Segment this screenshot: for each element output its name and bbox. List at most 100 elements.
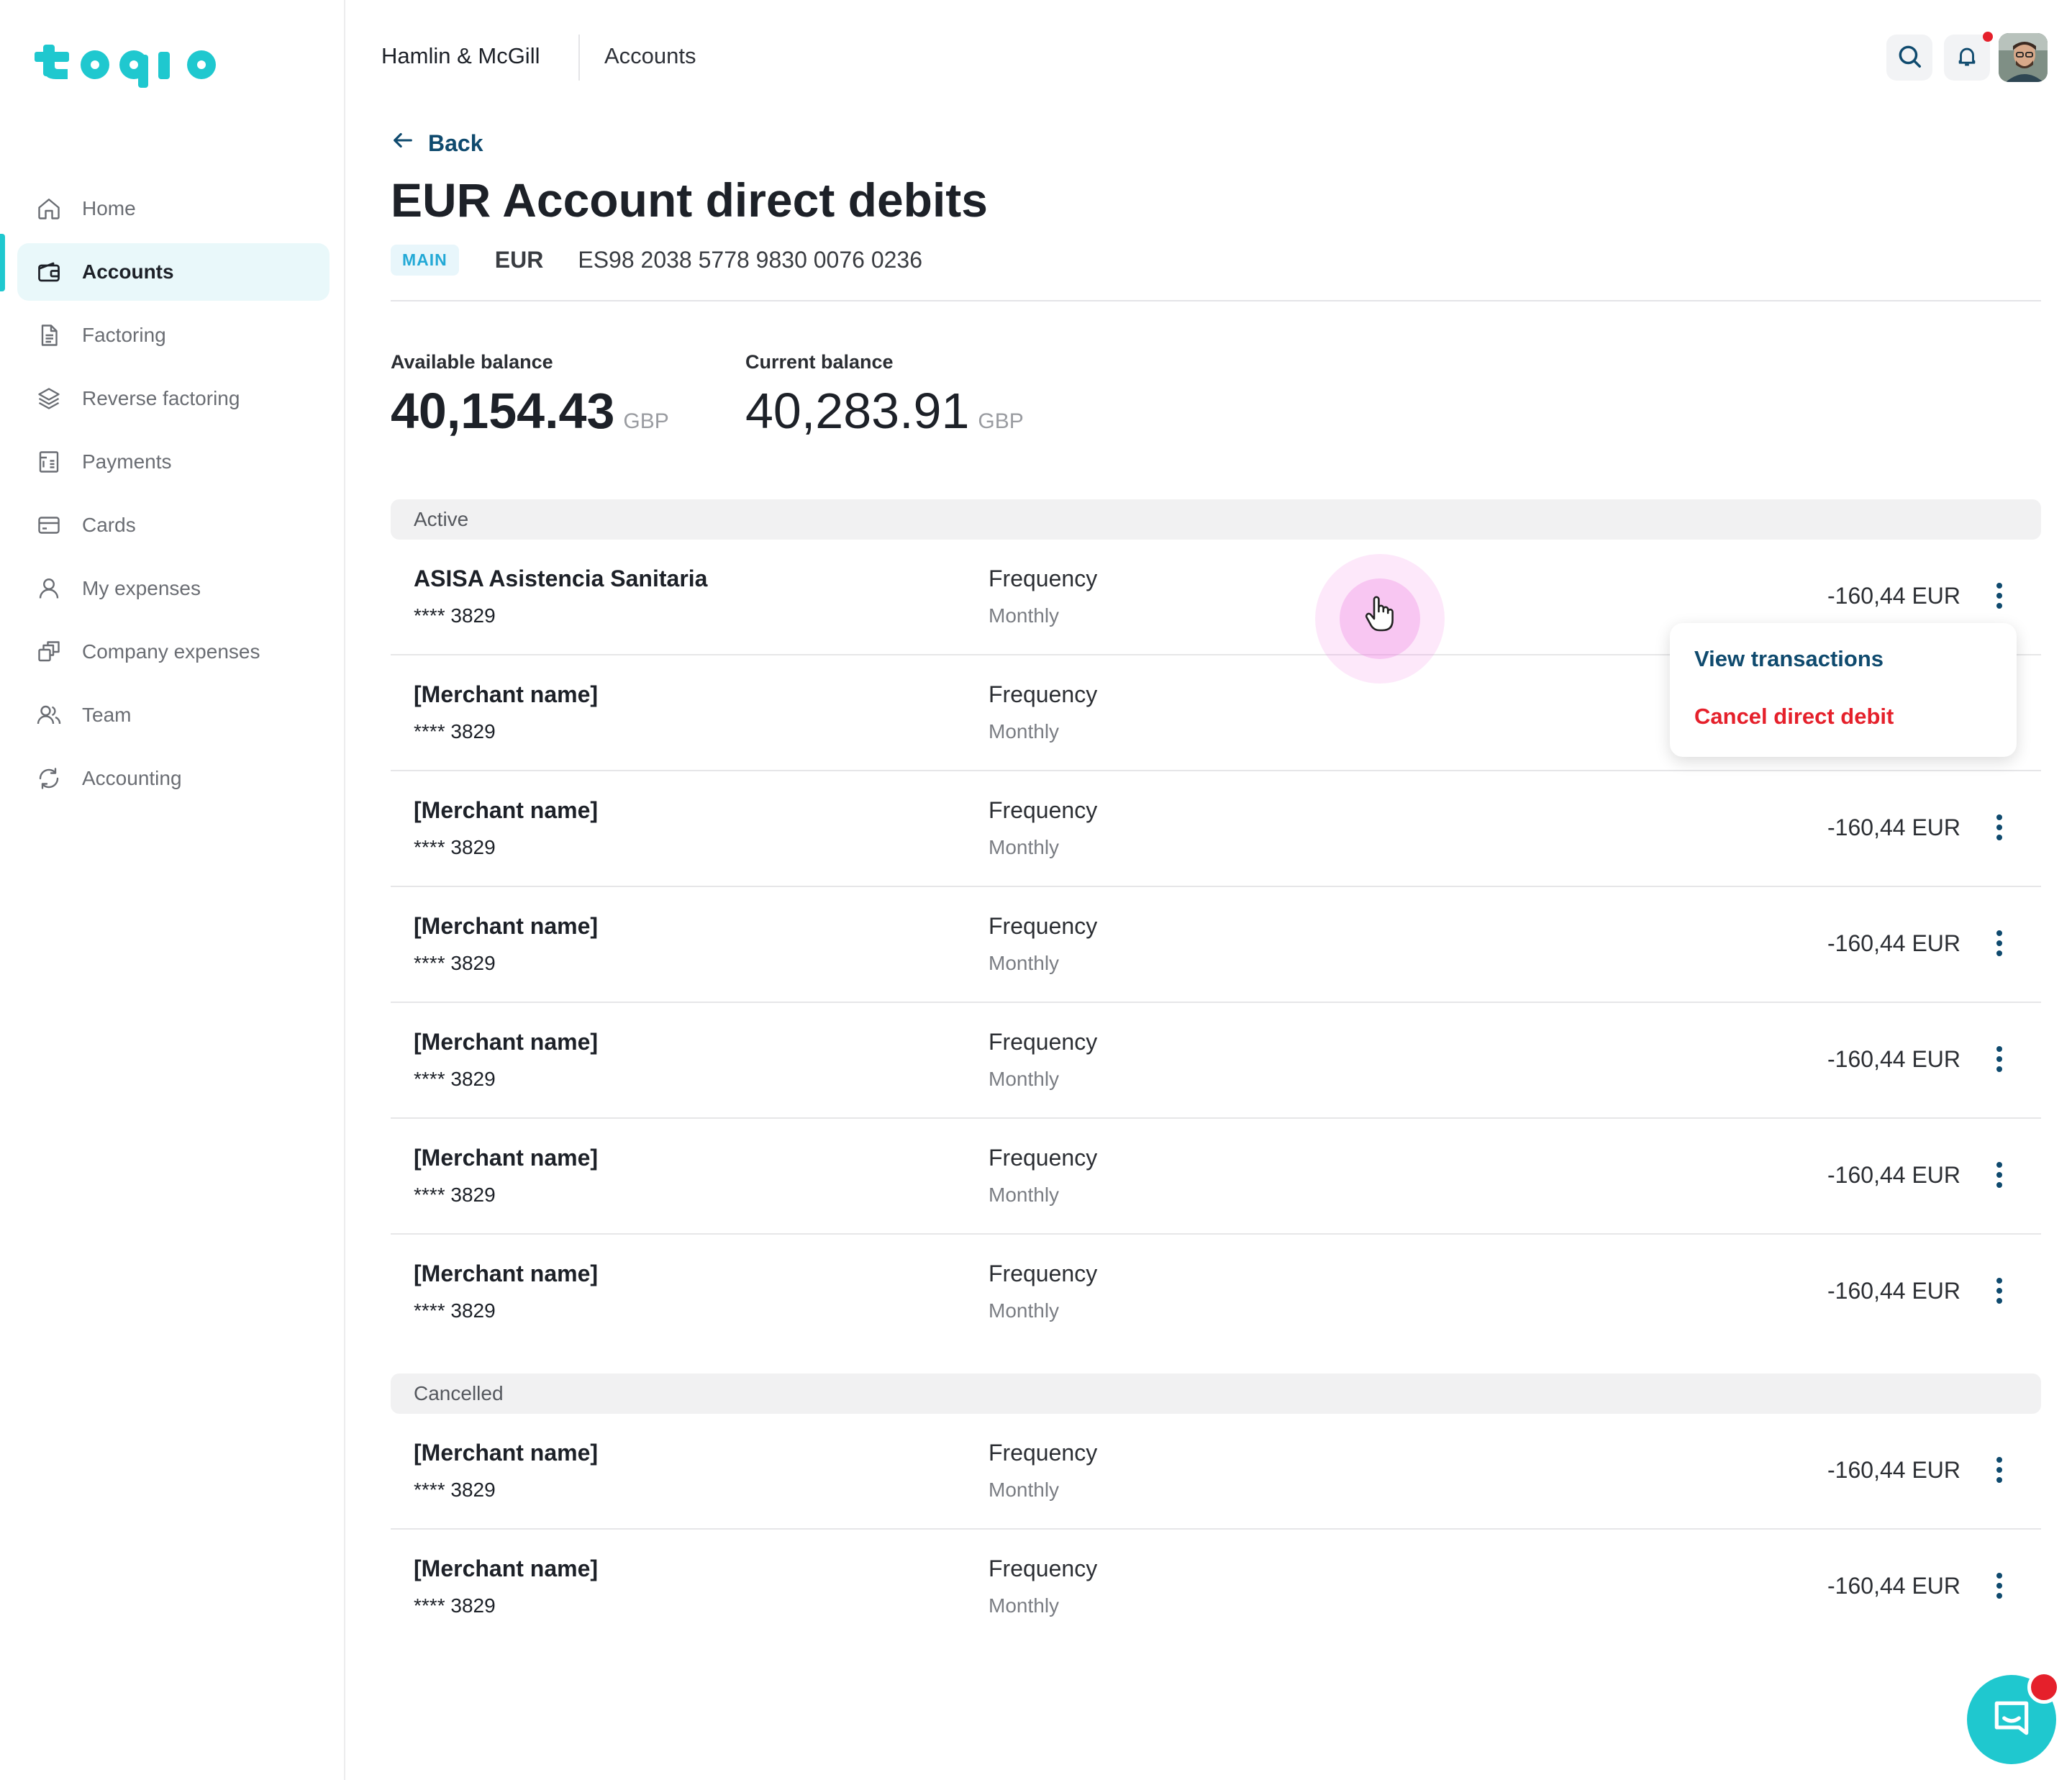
hand-pointer-icon <box>1363 596 1397 637</box>
sidebar-item-label: My expenses <box>82 577 201 599</box>
back-label: Back <box>428 130 483 156</box>
more-options-button[interactable] <box>1985 1566 2014 1609</box>
account-iban: ES98 2038 5778 9830 0076 0236 <box>578 246 923 273</box>
chat-icon <box>1989 1696 2034 1744</box>
more-options-button[interactable] <box>1985 1155 2014 1198</box>
available-balance-currency: GBP <box>623 409 669 433</box>
frequency-value: Monthly <box>989 952 1060 974</box>
direct-debit-row[interactable]: [Merchant name] **** 3829 Frequency Mont… <box>391 1414 2041 1530</box>
header-section-title: Accounts <box>604 43 696 68</box>
team-icon <box>35 701 63 730</box>
sidebar-item-label: Reverse factoring <box>82 387 240 409</box>
sidebar-item-company-expenses[interactable]: Company expenses <box>17 623 330 681</box>
merchant-account: **** 3829 <box>414 1068 496 1090</box>
sidebar-item-label: Company expenses <box>82 640 260 663</box>
account-currency: EUR <box>494 246 544 273</box>
frequency-value: Monthly <box>989 836 1060 858</box>
header-divider <box>578 35 580 81</box>
merchant-name: ASISA Asistencia Sanitaria <box>414 566 708 591</box>
merchant-name: [Merchant name] <box>414 1556 599 1581</box>
kebab-menu-icon <box>1995 1571 2004 1604</box>
sidebar-item-accounts[interactable]: Accounts <box>17 243 330 301</box>
merchant-name: [Merchant name] <box>414 797 599 823</box>
view-transactions-menu-item[interactable]: View transactions <box>1694 646 1884 671</box>
company-name[interactable]: Hamlin & McGill <box>381 43 540 68</box>
sidebar-item-home[interactable]: Home <box>17 180 330 237</box>
debit-amount: -160,44 EUR <box>1827 930 1960 956</box>
sidebar-item-reverse-factoring[interactable]: Reverse factoring <box>17 370 330 427</box>
merchant-account: **** 3829 <box>414 720 496 743</box>
top-header: Hamlin & McGill Accounts <box>347 0 2072 115</box>
direct-debit-row[interactable]: [Merchant name] **** 3829 Frequency Mont… <box>391 1119 2041 1235</box>
direct-debit-row[interactable]: [Merchant name] **** 3829 Frequency Mont… <box>391 1530 2041 1645</box>
sync-icon <box>35 764 63 793</box>
debit-amount: -160,44 EUR <box>1827 1573 1960 1599</box>
back-link[interactable]: Back <box>391 128 483 158</box>
header-separator <box>391 300 2041 301</box>
cancel-direct-debit-menu-item[interactable]: Cancel direct debit <box>1694 704 1894 729</box>
debit-amount: -160,44 EUR <box>1827 814 1960 840</box>
frequency-label: Frequency <box>989 1440 1098 1466</box>
sidebar: Home Accounts Factoring Reverse factorin… <box>0 0 345 1780</box>
row-actions-menu: View transactions Cancel direct debit <box>1670 623 2017 757</box>
frequency-label: Frequency <box>989 913 1098 939</box>
debit-amount: -160,44 EUR <box>1827 583 1960 609</box>
merchant-account: **** 3829 <box>414 1299 496 1322</box>
kebab-menu-icon <box>1995 1161 2004 1193</box>
direct-debit-row[interactable]: [Merchant name] **** 3829 Frequency Mont… <box>391 771 2041 887</box>
merchant-account: **** 3829 <box>414 1594 496 1617</box>
current-balance-value: 40,283.91 <box>745 383 970 439</box>
sidebar-item-my-expenses[interactable]: My expenses <box>17 560 330 617</box>
debit-amount: -160,44 EUR <box>1827 1162 1960 1188</box>
debit-amount: -160,44 EUR <box>1827 1278 1960 1304</box>
frequency-label: Frequency <box>989 566 1098 591</box>
avatar[interactable] <box>1999 33 2048 82</box>
section-header-cancelled: Cancelled <box>391 1373 2041 1414</box>
document-icon <box>35 321 63 350</box>
more-options-button[interactable] <box>1985 1271 2014 1314</box>
more-options-button[interactable] <box>1985 923 2014 966</box>
direct-debit-row[interactable]: [Merchant name] **** 3829 Frequency Mont… <box>391 1235 2041 1350</box>
frequency-value: Monthly <box>989 604 1060 627</box>
sidebar-nav: Home Accounts Factoring Reverse factorin… <box>17 180 330 813</box>
merchant-name: [Merchant name] <box>414 1029 599 1055</box>
merchant-name: [Merchant name] <box>414 913 599 939</box>
sidebar-item-label: Home <box>82 197 136 219</box>
kebab-menu-icon <box>1995 1276 2004 1309</box>
home-icon <box>35 194 63 223</box>
arrow-left-icon <box>391 128 428 158</box>
kebab-menu-icon <box>1995 1045 2004 1077</box>
direct-debit-row[interactable]: [Merchant name] **** 3829 Frequency Mont… <box>391 1003 2041 1119</box>
sidebar-item-factoring[interactable]: Factoring <box>17 306 330 364</box>
sidebar-item-label: Team <box>82 704 132 726</box>
notifications-button[interactable] <box>1944 32 1993 81</box>
sidebar-item-label: Accounting <box>82 767 182 789</box>
sidebar-item-team[interactable]: Team <box>17 686 330 744</box>
card-icon <box>35 511 63 540</box>
direct-debit-row[interactable]: [Merchant name] **** 3829 Frequency Mont… <box>391 887 2041 1003</box>
chat-notification-dot <box>2027 1671 2060 1704</box>
kebab-menu-icon <box>1995 813 2004 845</box>
debit-amount: -160,44 EUR <box>1827 1046 1960 1072</box>
page-title: EUR Account direct debits <box>391 173 988 227</box>
user-icon <box>35 574 63 603</box>
more-options-button[interactable] <box>1985 1450 2014 1493</box>
sidebar-item-payments[interactable]: Payments <box>17 433 330 491</box>
sidebar-item-accounting[interactable]: Accounting <box>17 750 330 807</box>
current-balance: Current balance 40,283.91 GBP <box>745 351 1024 440</box>
sidebar-item-cards[interactable]: Cards <box>17 496 330 554</box>
more-options-button[interactable] <box>1985 576 2014 619</box>
more-options-button[interactable] <box>1985 807 2014 850</box>
kebab-menu-icon <box>1995 581 2004 614</box>
more-options-button[interactable] <box>1985 1039 2014 1082</box>
merchant-name: [Merchant name] <box>414 1145 599 1171</box>
account-meta: MAIN EUR ES98 2038 5778 9830 0076 0236 <box>391 242 922 278</box>
receipt-icon <box>35 448 63 476</box>
frequency-label: Frequency <box>989 1556 1098 1581</box>
toqio-logo[interactable] <box>33 40 236 91</box>
copy-icon <box>35 637 63 666</box>
frequency-value: Monthly <box>989 1068 1060 1090</box>
direct-debit-row[interactable]: ASISA Asistencia Sanitaria **** 3829 Fre… <box>391 540 2041 655</box>
direct-debit-row[interactable]: [Merchant name] **** 3829 Frequency Mont… <box>391 655 2041 771</box>
search-button[interactable] <box>1886 35 1932 81</box>
